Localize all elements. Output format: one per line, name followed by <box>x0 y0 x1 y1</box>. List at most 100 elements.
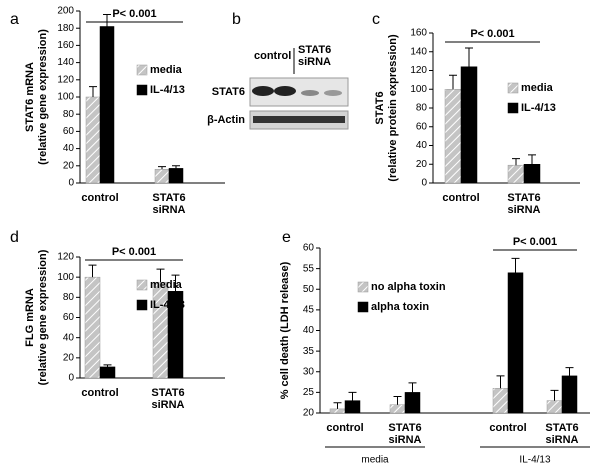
group-label: media <box>361 455 389 466</box>
error-bar <box>511 257 520 273</box>
annotation: P< 0.001 <box>470 28 514 40</box>
bar <box>492 388 509 414</box>
error-bar <box>408 382 417 393</box>
error-bar <box>88 264 97 278</box>
x-tick-label: STAT6 siRNA <box>388 422 421 446</box>
error-bar <box>449 74 457 90</box>
bar <box>507 164 525 184</box>
y-tick-label: 80 <box>416 103 428 114</box>
lane-label: STAT6 siRNA <box>298 44 331 68</box>
x-tick-label: control <box>489 422 526 434</box>
y-tick-label: 35 <box>303 346 315 357</box>
legend-label: alpha toxin <box>371 301 429 313</box>
y-tick-label: 80 <box>63 109 75 120</box>
y-axis-label: (relative gene expression) <box>37 29 49 165</box>
y-tick-label: 55 <box>303 263 315 274</box>
error-bar <box>496 375 505 389</box>
y-tick-label: 80 <box>63 292 75 303</box>
error-bar <box>565 367 574 376</box>
y-tick-label: 140 <box>57 57 74 68</box>
legend-swatch <box>136 299 148 311</box>
bar <box>523 164 541 184</box>
bar <box>344 400 361 414</box>
legend-label: media <box>521 82 554 94</box>
lane-label: control <box>254 50 291 62</box>
x-tick-label: STAT6 siRNA <box>545 422 578 446</box>
band <box>274 86 296 96</box>
legend-swatch <box>507 102 519 114</box>
bar <box>444 89 462 184</box>
legend-label: IL-4/13 <box>150 84 185 96</box>
annotation: P< 0.001 <box>513 236 557 248</box>
annotation: P< 0.001 <box>112 246 156 258</box>
bar <box>152 281 169 379</box>
y-tick-label: 100 <box>57 92 74 103</box>
bar <box>546 400 563 414</box>
x-tick-label: STAT6 siRNA <box>151 387 184 411</box>
row-label: STAT6 <box>212 86 245 98</box>
y-tick-label: 25 <box>303 387 315 398</box>
y-tick-label: 0 <box>68 178 74 189</box>
legend-label: IL-4/13 <box>521 102 556 114</box>
y-tick-label: 200 <box>57 6 74 17</box>
x-tick-label: control <box>326 422 363 434</box>
y-tick-label: 120 <box>57 252 74 263</box>
y-axis-label: FLG mRNA <box>24 288 36 347</box>
error-bar <box>528 154 536 165</box>
y-tick-label: 40 <box>63 332 75 343</box>
bar <box>99 26 115 184</box>
band <box>324 90 342 96</box>
legend-label: no alpha toxin <box>371 281 446 293</box>
y-tick-label: 60 <box>63 312 75 323</box>
bar <box>561 375 578 414</box>
panel-letter: c <box>372 11 380 28</box>
y-tick-label: 45 <box>303 305 315 316</box>
y-tick-label: 0 <box>68 373 74 384</box>
legend-label: media <box>150 64 183 76</box>
y-tick-label: 20 <box>303 408 315 419</box>
x-tick-label: control <box>81 387 118 399</box>
y-axis-label: (relative protein expression) <box>387 34 399 182</box>
y-tick-label: 40 <box>416 140 428 151</box>
error-bar <box>348 391 357 401</box>
bar <box>507 272 524 414</box>
error-bar <box>550 389 559 401</box>
bar <box>154 168 170 184</box>
y-tick-label: 120 <box>57 74 74 85</box>
y-tick-label: 100 <box>57 272 74 283</box>
y-tick-label: 40 <box>63 143 75 154</box>
legend-swatch <box>136 64 148 76</box>
band <box>301 90 319 96</box>
y-tick-label: 60 <box>416 121 428 132</box>
bar <box>460 66 478 184</box>
y-axis-label: % cell death (LDH release) <box>279 261 291 399</box>
band <box>252 86 274 96</box>
y-tick-label: 0 <box>421 178 427 189</box>
y-tick-label: 50 <box>303 284 315 295</box>
bar <box>404 392 421 414</box>
bar <box>389 404 406 414</box>
x-tick-label: STAT6 siRNA <box>507 192 540 216</box>
x-tick-label: control <box>81 192 118 204</box>
y-tick-label: 60 <box>63 126 75 137</box>
blot-panel: b control STAT6 siRNA STAT6 β-Actin <box>207 11 349 130</box>
legend-label: IL-4/13 <box>150 299 185 311</box>
y-tick-label: 160 <box>410 28 427 39</box>
legend-label: media <box>150 279 183 291</box>
y-axis-label: STAT6 <box>374 91 386 124</box>
legend-swatch <box>357 281 369 293</box>
bar <box>329 408 346 414</box>
legend-swatch <box>136 279 148 291</box>
band <box>253 116 345 123</box>
group-label: IL-4/13 <box>519 455 551 466</box>
error-bar <box>465 47 473 67</box>
y-tick-label: 60 <box>303 243 315 254</box>
panel-letter: a <box>10 11 19 28</box>
y-axis-label: (relative gene expression) <box>37 249 49 385</box>
y-tick-label: 140 <box>410 46 427 57</box>
error-bar <box>333 402 342 409</box>
legend-swatch <box>136 84 148 96</box>
error-bar <box>156 268 165 283</box>
error-bar <box>172 165 180 169</box>
